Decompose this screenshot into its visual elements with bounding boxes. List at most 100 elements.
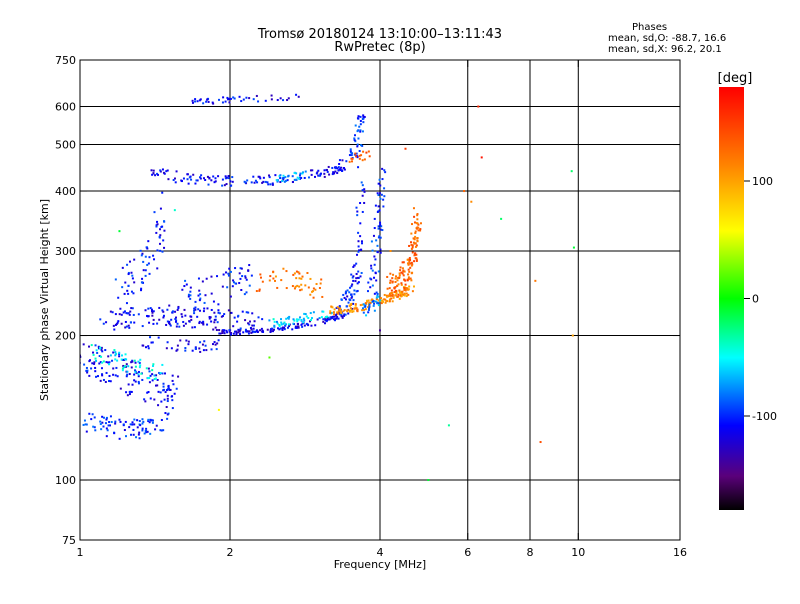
scatter-point <box>346 309 349 312</box>
scatter-point <box>314 324 317 327</box>
scatter-point <box>307 316 310 319</box>
scatter-point <box>190 178 193 181</box>
scatter-point <box>176 308 179 311</box>
scatter-point <box>211 343 214 346</box>
scatter-point <box>238 330 241 333</box>
scatter-point <box>191 326 194 329</box>
scatter-point <box>333 313 336 316</box>
scatter-point <box>272 270 275 273</box>
scatter-point <box>378 192 381 195</box>
scatter-point <box>346 295 349 298</box>
scatter-point <box>162 171 165 174</box>
scatter-point <box>142 281 145 284</box>
scatter-point <box>364 308 367 311</box>
scatter-point <box>334 167 337 170</box>
scatter-point <box>320 278 323 281</box>
scatter-point <box>269 329 272 332</box>
scatter-point <box>239 333 242 336</box>
scatter-point <box>286 179 289 182</box>
scatter-point <box>113 349 116 352</box>
scatter-point <box>297 271 300 274</box>
scatter-point <box>275 179 278 182</box>
scatter-point <box>380 225 383 228</box>
scatter-point <box>279 174 282 177</box>
scatter-point <box>419 222 422 225</box>
scatter-point <box>101 350 104 353</box>
scatter-point <box>328 318 331 321</box>
scatter-point <box>354 303 357 306</box>
scatter-point <box>105 418 108 421</box>
scatter-point <box>201 343 204 346</box>
scatter-point <box>377 236 380 239</box>
scatter-point <box>165 347 168 350</box>
scatter-point <box>164 372 167 375</box>
scatter-point <box>296 284 299 287</box>
scatter-point <box>359 115 362 118</box>
scatter-point <box>347 301 350 304</box>
scatter-point <box>303 176 306 179</box>
scatter-point <box>284 176 287 179</box>
scatter-point <box>123 292 126 295</box>
scatter-point <box>300 283 303 286</box>
scatter-point <box>133 281 136 284</box>
scatter-point <box>359 235 362 238</box>
scatter-point <box>410 261 413 264</box>
scatter-point <box>291 328 294 331</box>
scatter-point <box>351 276 354 279</box>
scatter-point <box>246 330 249 333</box>
scatter-point <box>109 310 112 313</box>
scatter-point <box>393 287 396 290</box>
scatter-point <box>140 289 143 292</box>
scatter-point <box>373 302 376 305</box>
scatter-point <box>351 307 354 310</box>
scatter-point <box>294 326 297 329</box>
scatter-point <box>198 320 201 323</box>
scatter-point <box>148 272 151 275</box>
scatter-point <box>402 274 405 277</box>
scatter-point <box>151 421 154 424</box>
scatter-point <box>408 244 411 247</box>
scatter-point <box>240 267 243 270</box>
scatter-point <box>151 173 154 176</box>
scatter-point <box>280 321 283 324</box>
scatter-point <box>352 279 355 282</box>
scatter-point <box>115 366 118 369</box>
scatter-point <box>355 152 358 155</box>
scatter-point <box>232 281 235 284</box>
scatter-point <box>257 100 260 103</box>
scatter-point <box>118 353 121 356</box>
scatter-point <box>570 170 573 173</box>
scatter-point <box>335 317 338 320</box>
scatter-point <box>409 262 412 265</box>
scatter-point <box>390 289 393 292</box>
scatter-point <box>159 234 162 237</box>
scatter-point <box>226 286 229 289</box>
scatter-point <box>157 390 160 393</box>
scatter-point <box>212 300 215 303</box>
scatter-point <box>409 258 412 261</box>
scatter-point <box>148 256 151 259</box>
scatter-point <box>327 165 330 168</box>
scatter-point <box>111 311 114 314</box>
scatter-point <box>261 329 264 332</box>
scatter-point <box>412 207 415 210</box>
scatter-point <box>150 169 153 172</box>
scatter-point <box>382 198 385 201</box>
scatter-point <box>154 428 157 431</box>
scatter-point <box>375 291 378 294</box>
scatter-point <box>112 373 115 376</box>
scatter-point <box>125 363 128 366</box>
scatter-point <box>241 310 244 313</box>
scatter-point <box>217 408 220 411</box>
scatter-point <box>127 383 130 386</box>
scatter-point <box>187 340 190 343</box>
scatter-point <box>238 282 241 285</box>
scatter-point <box>357 117 360 120</box>
scatter-point <box>147 345 150 348</box>
scatter-point <box>299 316 302 319</box>
scatter-point <box>85 369 88 372</box>
scatter-point <box>121 354 124 357</box>
scatter-point <box>88 412 91 415</box>
scatter-point <box>408 260 411 263</box>
scatter-point <box>140 372 143 375</box>
